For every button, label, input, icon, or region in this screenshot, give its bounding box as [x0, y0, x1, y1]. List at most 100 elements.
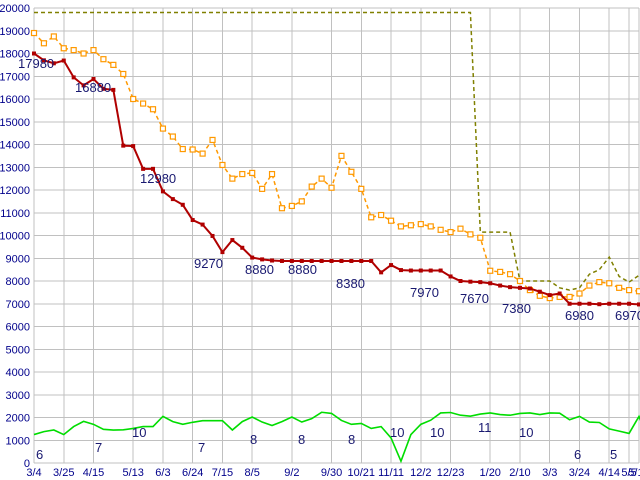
data-point	[90, 46, 97, 54]
data-point	[239, 170, 246, 178]
y-tick-label: 13000	[0, 162, 30, 174]
volume-label: 10	[519, 425, 533, 440]
gridlines	[33, 7, 640, 464]
data-point	[467, 231, 474, 238]
data-point	[586, 282, 593, 289]
data-point	[506, 271, 514, 278]
x-tick-label: 9/2	[284, 467, 299, 479]
data-point	[309, 258, 314, 263]
volume-label: 7	[198, 440, 205, 455]
data-point	[111, 87, 116, 92]
data-point	[61, 58, 66, 63]
data-point	[32, 51, 36, 56]
x-tick-label: 11/11	[378, 467, 404, 479]
data-point	[328, 184, 335, 191]
data-point	[170, 197, 175, 202]
data-point	[199, 150, 206, 157]
data-point	[159, 125, 167, 132]
x-tick-label: 6/24	[182, 467, 203, 479]
volume-label: 7	[95, 440, 102, 455]
volume-label: 8	[250, 432, 257, 447]
data-point	[408, 268, 413, 273]
data-label: 17980	[18, 56, 54, 71]
data-point	[220, 250, 225, 255]
data-point	[139, 100, 147, 107]
data-point	[596, 279, 603, 286]
x-tick-label: 5/5	[621, 467, 636, 479]
data-point	[60, 45, 67, 52]
data-point	[417, 221, 424, 228]
data-point	[249, 169, 256, 177]
data-point	[169, 133, 176, 140]
data-point	[209, 136, 216, 144]
data-point	[120, 70, 127, 78]
y-tick-label: 0	[24, 458, 30, 470]
y-tick-label: 5000	[6, 344, 30, 356]
x-tick-label: 3/24	[569, 467, 590, 479]
data-point	[458, 279, 463, 283]
series-line	[34, 11, 640, 291]
data-point	[438, 268, 443, 273]
x-tick-label: 8/5	[245, 467, 260, 479]
data-point	[427, 223, 434, 230]
x-tick-label: 1/20	[480, 467, 501, 479]
data-point	[576, 290, 583, 297]
y-tick-label: 1000	[6, 435, 30, 447]
data-label: 16880	[75, 80, 111, 95]
data-point	[308, 183, 315, 190]
data-point	[478, 280, 483, 285]
data-label: 7670	[460, 291, 489, 306]
data-point	[606, 280, 613, 287]
x-tick-label: 6/3	[155, 467, 170, 479]
data-point	[189, 146, 196, 153]
data-point	[567, 301, 572, 306]
series-line	[33, 411, 640, 464]
data-point	[71, 75, 76, 80]
y-tick-label: 7000	[6, 299, 30, 311]
data-label: 7970	[410, 285, 439, 300]
data-point	[379, 270, 384, 275]
series-volume-count	[33, 411, 640, 464]
data-point	[387, 217, 395, 224]
x-tick-label: 5/13	[122, 467, 143, 479]
data-point	[617, 301, 622, 306]
data-point	[279, 258, 284, 263]
y-tick-label: 3000	[6, 390, 30, 402]
data-point	[418, 268, 423, 273]
data-label: 8880	[245, 262, 274, 277]
data-point	[497, 268, 504, 275]
data-point	[566, 293, 573, 301]
data-point	[210, 233, 215, 238]
data-point	[577, 301, 582, 306]
data-label: 8380	[336, 276, 365, 291]
y-tick-label: 20000	[0, 3, 30, 15]
data-point	[270, 258, 275, 263]
data-point	[587, 301, 592, 306]
data-point	[180, 202, 185, 207]
data-point	[516, 277, 524, 285]
x-tick-label: 2/10	[509, 467, 530, 479]
data-point	[259, 185, 266, 192]
x-tick-label: 4/14	[599, 467, 620, 479]
volume-label: 5	[610, 447, 617, 462]
data-point	[110, 61, 117, 68]
series-price-reference-upper	[34, 11, 640, 291]
data-point	[41, 58, 46, 63]
data-point	[537, 289, 542, 294]
volume-label: 10	[390, 425, 404, 440]
volume-label: 8	[348, 432, 355, 447]
data-point	[250, 255, 255, 260]
volume-labels: 6 7 10 7 8 8 8 10 10 11 10 6 5	[36, 420, 617, 462]
data-point	[487, 267, 494, 274]
data-point	[448, 274, 453, 279]
volume-label: 6	[574, 447, 581, 462]
data-point	[329, 258, 334, 263]
data-point	[447, 228, 454, 236]
x-tick-label: 7/15	[212, 467, 233, 479]
x-tick-label: 5/19	[628, 467, 640, 479]
data-point	[298, 198, 305, 205]
x-tick-label: 3/25	[53, 467, 74, 479]
data-point	[179, 145, 186, 153]
